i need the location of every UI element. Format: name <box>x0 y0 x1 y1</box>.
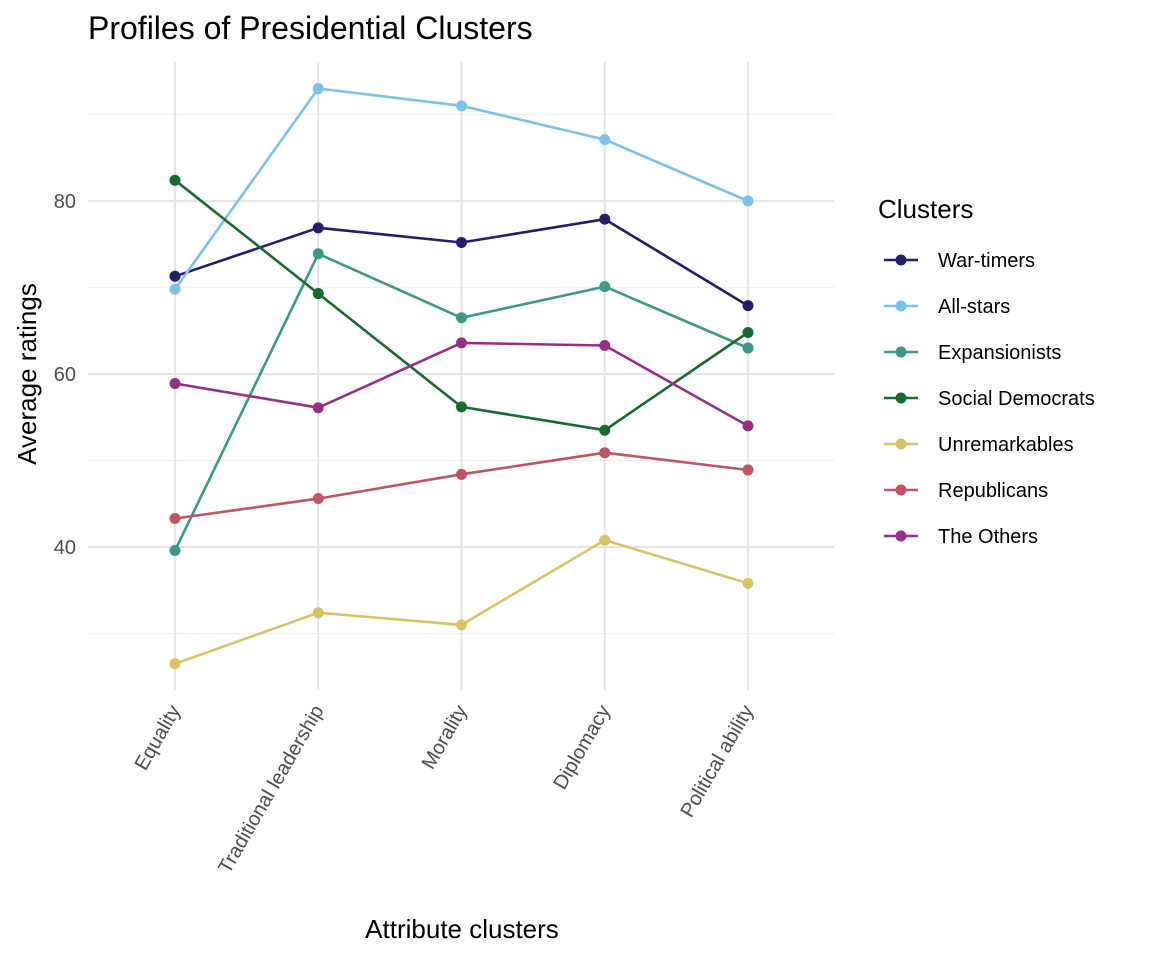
data-point <box>312 222 324 234</box>
legend-label: War-timers <box>938 250 1035 272</box>
data-point <box>169 544 181 556</box>
data-point <box>169 270 181 282</box>
legend-key-point <box>895 300 907 312</box>
data-point <box>742 464 754 476</box>
x-tick-label: Equality <box>131 702 186 775</box>
x-axis-title: Attribute clusters <box>365 914 559 944</box>
x-tick-label: Diplomacy <box>549 702 615 794</box>
data-point <box>599 281 611 293</box>
data-point <box>599 424 611 436</box>
legend: Clusters War-timers All-stars Expansionist… <box>878 194 1095 548</box>
data-point <box>312 493 324 505</box>
legend-label: The Others <box>938 526 1038 548</box>
legend-label: Social Democrats <box>938 388 1095 410</box>
series-expansionists <box>169 248 754 556</box>
legend-key-point <box>895 392 907 404</box>
data-point <box>169 378 181 390</box>
legend-key-point <box>895 484 907 496</box>
data-point <box>312 248 324 260</box>
data-point <box>742 420 754 432</box>
data-point <box>599 213 611 225</box>
series-all-stars <box>169 83 754 295</box>
series-unremarkables <box>169 534 754 670</box>
data-point <box>312 402 324 414</box>
data-point <box>169 174 181 186</box>
legend-key-point <box>895 254 907 266</box>
legend-item: The Others <box>884 526 1038 548</box>
legend-label: Expansionists <box>938 342 1061 364</box>
y-axis-ticks: 40 60 80 <box>54 191 76 559</box>
y-tick-label: 80 <box>54 191 76 213</box>
legend-item: Unremarkables <box>884 434 1074 456</box>
x-axis-ticks: Equality Traditional leadership Morality Di… <box>131 702 759 878</box>
y-tick-label: 40 <box>54 537 76 559</box>
data-point <box>742 326 754 338</box>
legend-key-point <box>895 438 907 450</box>
series-social-democrats <box>169 174 754 436</box>
x-tick-label: Traditional leadership <box>214 702 328 878</box>
data-point <box>456 401 467 413</box>
data-point <box>169 283 181 295</box>
legend-key-point <box>895 530 907 542</box>
data-point <box>312 83 324 95</box>
data-point <box>312 607 324 619</box>
data-point <box>456 312 467 324</box>
legend-label: Unremarkables <box>938 434 1074 456</box>
data-point <box>742 342 754 354</box>
y-tick-label: 60 <box>54 364 76 386</box>
x-tick-label: Morality <box>418 702 472 774</box>
data-point <box>599 534 611 546</box>
data-point <box>456 100 467 112</box>
legend-item: Republicans <box>884 480 1048 502</box>
x-tick-label: Political ability <box>676 702 758 822</box>
data-point <box>742 577 754 589</box>
data-point <box>456 337 467 349</box>
legend-item: War-timers <box>884 250 1035 272</box>
series-the-others <box>169 337 754 432</box>
legend-label: All-stars <box>938 296 1010 318</box>
data-point <box>456 468 467 480</box>
data-point <box>742 300 754 312</box>
legend-item: All-stars <box>884 296 1010 318</box>
legend-items: War-timers All-stars Expansionists Social D… <box>884 250 1095 548</box>
legend-title: Clusters <box>878 194 973 224</box>
data-point <box>456 237 467 249</box>
legend-item: Expansionists <box>884 342 1061 364</box>
y-axis-title: Average ratings <box>12 283 42 465</box>
data-point <box>742 195 754 207</box>
data-point <box>456 619 467 631</box>
data-point <box>599 134 611 146</box>
data-point <box>312 288 324 300</box>
gridlines <box>88 62 834 690</box>
legend-key-point <box>895 346 907 358</box>
data-point <box>599 339 611 351</box>
data-point <box>169 512 181 524</box>
data-point <box>169 658 181 670</box>
legend-label: Republicans <box>938 480 1048 502</box>
data-point <box>599 447 611 459</box>
series-war-timers <box>169 213 754 312</box>
chart-title: Profiles of Presidential Clusters <box>88 10 533 46</box>
legend-item: Social Democrats <box>884 388 1095 410</box>
series-republicans <box>169 447 754 524</box>
series-layer <box>169 83 754 670</box>
